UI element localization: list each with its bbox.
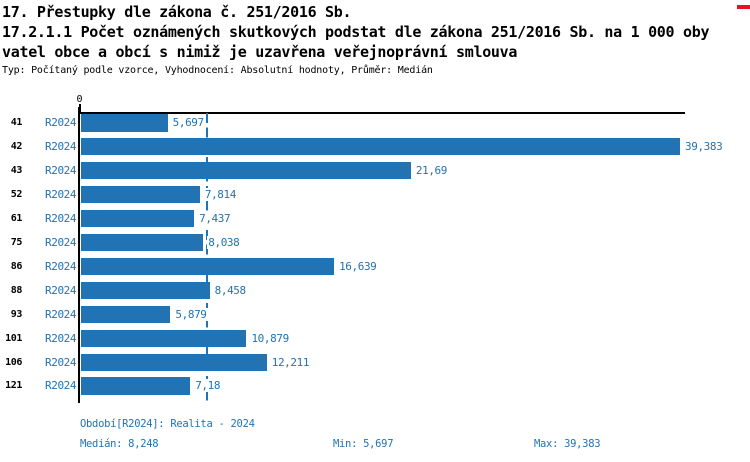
median-summary-label: Medián: 8,248 xyxy=(80,438,159,450)
bar xyxy=(81,281,210,300)
category-label: 121 xyxy=(5,380,22,392)
series-label: R2024 xyxy=(45,283,77,297)
bar xyxy=(81,353,267,371)
bar xyxy=(81,305,171,324)
series-label: R2024 xyxy=(45,116,77,129)
bar xyxy=(81,209,195,228)
series-label: R2024 xyxy=(45,355,77,369)
category-label: 88 xyxy=(10,284,23,296)
min-summary-label: Min: 5,697 xyxy=(333,438,394,450)
max-summary-label: Max: 39,383 xyxy=(534,438,601,450)
category-label: 42 xyxy=(10,140,23,152)
category-label: 43 xyxy=(10,164,23,176)
category-label: 61 xyxy=(10,212,23,224)
category-label: 106 xyxy=(5,356,22,368)
page-title-line-1: 17. Přestupky dle zákona č. 251/2016 Sb. xyxy=(2,3,352,21)
series-label: R2024 xyxy=(45,259,77,273)
bar xyxy=(81,114,168,132)
category-label: 75 xyxy=(10,236,23,248)
series-label: R2024 xyxy=(45,139,77,153)
series-label: R2024 xyxy=(45,187,77,201)
value-label: 16,639 xyxy=(338,259,378,273)
value-label: 7,437 xyxy=(198,211,232,225)
y-axis-line xyxy=(78,107,80,403)
value-label: 7,814 xyxy=(203,187,237,201)
category-label: 52 xyxy=(10,188,23,200)
value-label: 39,383 xyxy=(684,139,724,153)
category-label: 86 xyxy=(10,260,23,272)
period-label: Období[R2024]: Realita - 2024 xyxy=(80,418,255,430)
category-label: 101 xyxy=(5,332,22,344)
bar xyxy=(81,233,204,252)
series-label: R2024 xyxy=(45,379,77,393)
bar xyxy=(81,185,200,204)
series-label: R2024 xyxy=(45,211,77,225)
plot-top-border xyxy=(78,112,685,114)
chart-subtitle: Typ: Počítaný podle vzorce, Vyhodnocení:… xyxy=(2,65,433,76)
bar xyxy=(81,329,247,348)
x-axis-zero-label: 0 xyxy=(76,94,83,105)
bar xyxy=(81,161,411,180)
value-label: 8,038 xyxy=(207,235,241,249)
series-label: R2024 xyxy=(45,163,77,177)
red-marker xyxy=(737,5,750,9)
page-title-line-3: vatel obce a obcí s nimiž je uzavřena ve… xyxy=(2,43,518,61)
value-label: 21,69 xyxy=(414,163,449,177)
bar xyxy=(81,137,680,156)
series-label: R2024 xyxy=(45,307,77,321)
value-label: 8,458 xyxy=(213,283,247,297)
category-label: 41 xyxy=(10,117,23,128)
category-label: 93 xyxy=(10,308,23,320)
value-label: 12,211 xyxy=(270,355,311,369)
page-title-line-2: 17.2.1.1 Počet oznámených skutkových pod… xyxy=(2,23,710,41)
value-label: 7,18 xyxy=(194,379,222,393)
bar xyxy=(81,257,335,276)
value-label: 5,697 xyxy=(171,116,205,129)
value-label: 5,879 xyxy=(174,307,208,321)
bar xyxy=(81,377,191,395)
series-label: R2024 xyxy=(45,235,77,249)
value-label: 10,879 xyxy=(250,331,290,345)
series-label: R2024 xyxy=(45,331,77,345)
